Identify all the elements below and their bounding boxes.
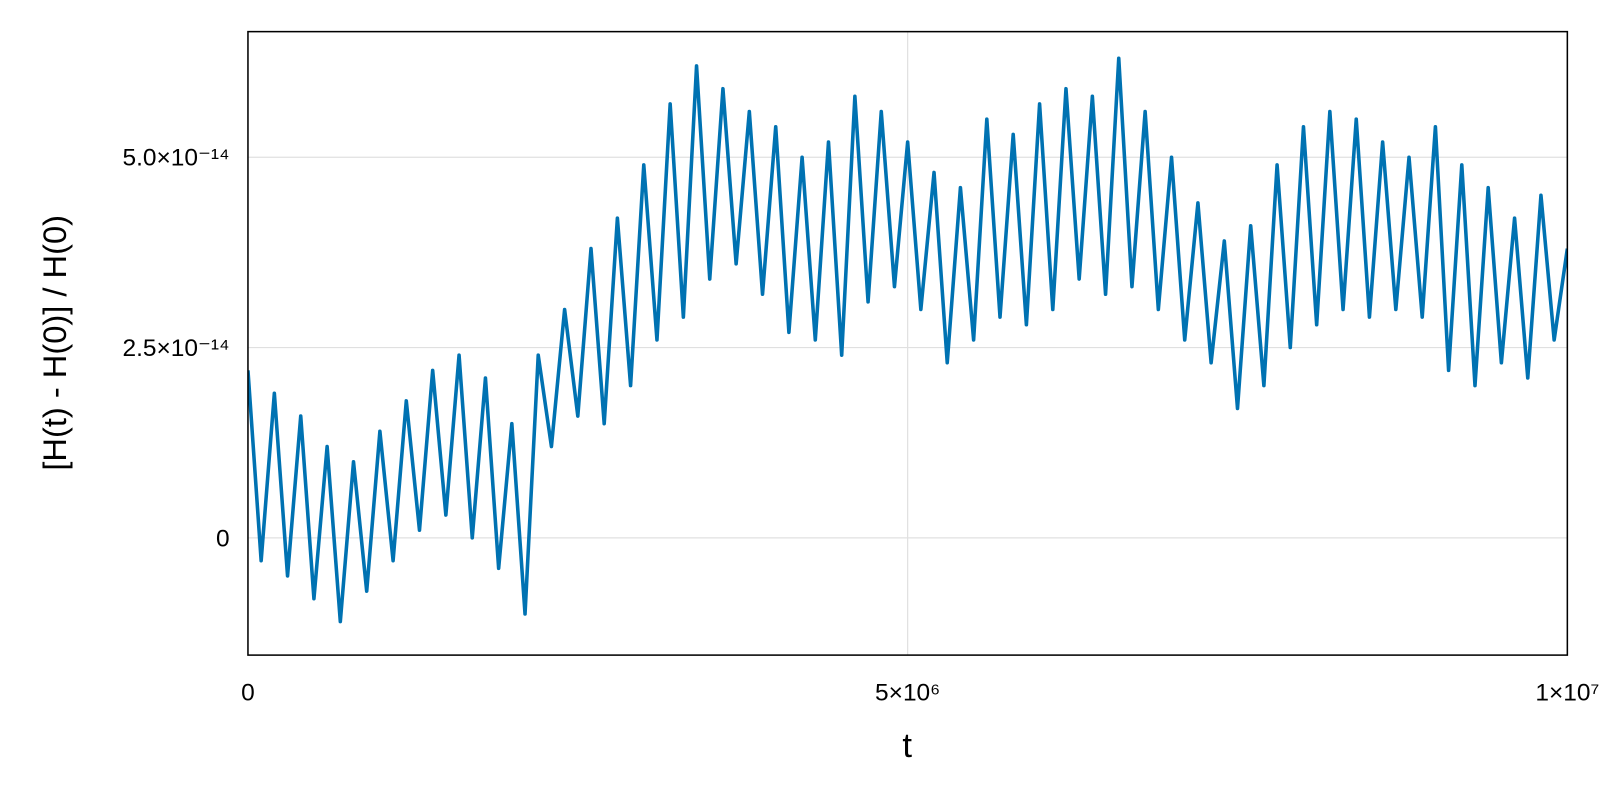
y-tick-label: 5.0×10⁻¹⁴: [122, 145, 229, 172]
grid: [247, 31, 1568, 656]
frame: [247, 30, 1569, 656]
x-axis-label: t: [902, 727, 912, 765]
y-axis-label: [H(t) - H(0)] / H(0): [36, 215, 73, 471]
x-tick-label: 1×10⁷: [1535, 679, 1599, 706]
x-tick-label: 0: [241, 679, 255, 706]
x-tick-label: 5×10⁶: [875, 679, 940, 706]
y-tick-label: 2.5×10⁻¹⁴: [122, 335, 229, 362]
plot-area: [247, 56, 1568, 624]
y-tick-label: 0: [216, 525, 230, 552]
data-line: [247, 56, 1568, 624]
